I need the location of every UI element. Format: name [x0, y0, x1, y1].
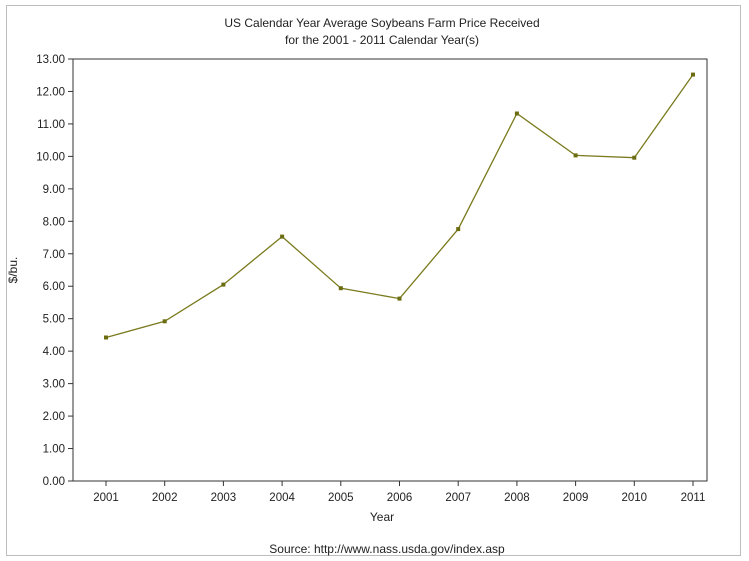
data-point [514, 111, 519, 116]
y-axis: 0.00 1.00 2.00 3.00 4.00 5.00 6.00 7.00 8.00 9.00… [36, 54, 73, 488]
y-axis-title: $/bu. [6, 257, 20, 284]
x-tick-label: 2001 [93, 492, 119, 504]
x-tick-label: 2008 [504, 492, 530, 504]
y-tick-label: 12.00 [36, 86, 65, 98]
y-tick-label: 7.00 [43, 249, 65, 261]
y-tick-label: 11.00 [37, 119, 65, 131]
x-tick-label: 2011 [681, 492, 706, 504]
data-point [632, 155, 637, 160]
x-tick-label: 2009 [563, 492, 589, 504]
y-tick-label: 0.00 [43, 476, 65, 488]
x-tick-label: 2003 [211, 492, 237, 504]
x-tick-label: 2010 [622, 492, 648, 504]
data-point [691, 72, 695, 77]
x-tick-label: 2006 [387, 492, 413, 504]
data-point [397, 296, 402, 301]
y-tick-label: 3.00 [43, 379, 65, 391]
plot-area [72, 58, 708, 482]
x-tick-label: 2002 [152, 492, 178, 504]
series-layer [104, 72, 695, 340]
data-point [280, 234, 285, 239]
chart-title: US Calendar Year Average Soybeans Farm P… [224, 16, 539, 30]
y-tick-label: 10.00 [36, 151, 65, 163]
y-tick-label: 4.00 [43, 346, 65, 358]
y-tick-label: 13.00 [36, 54, 65, 66]
y-tick-label: 8.00 [43, 216, 65, 228]
y-tick-label: 6.00 [43, 281, 65, 293]
x-tick-label: 2004 [269, 492, 295, 504]
data-point [456, 227, 461, 232]
y-tick-label: 5.00 [43, 314, 65, 326]
data-point [221, 282, 226, 287]
data-point [338, 286, 343, 291]
x-tick-label: 2007 [445, 492, 471, 504]
chart-subtitle: for the 2001 - 2011 Calendar Year(s) [285, 33, 479, 47]
source-note: Source: http://www.nass.usda.gov/index.a… [269, 542, 505, 556]
y-tick-label: 1.00 [43, 444, 65, 456]
y-tick-label: 2.00 [43, 411, 65, 423]
x-axis-title: Year [370, 510, 394, 524]
x-tick-label: 2005 [328, 492, 354, 504]
y-tick-label: 9.00 [43, 184, 65, 196]
data-point [162, 319, 167, 324]
data-point [573, 153, 578, 158]
data-point [104, 335, 108, 340]
x-axis: 2001 2002 2003 2004 2005 2006 2007 2008 2009 2010… [93, 481, 705, 504]
